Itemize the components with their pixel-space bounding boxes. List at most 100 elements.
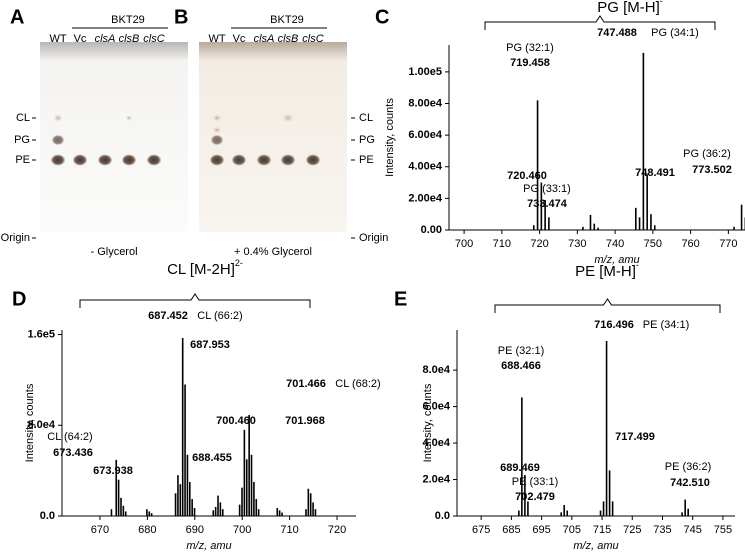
- tlc-spot: [283, 114, 293, 122]
- lipid-label: PG (32:1): [506, 42, 554, 54]
- tlc-plate: [199, 42, 347, 232]
- lipid-label: CL (68:2): [335, 378, 380, 390]
- lipid-label: PE (33:1): [512, 476, 558, 488]
- lane-label: clsB: [278, 33, 299, 45]
- lane-label: clsA: [95, 33, 116, 45]
- x-tick-label: 700: [455, 238, 473, 250]
- x-tick-label: 670: [91, 524, 109, 536]
- y-tick-label: 0.0: [435, 510, 450, 522]
- y-tick-label: 8.00e4: [408, 97, 443, 109]
- y-axis-label: Intensity, counts: [422, 383, 434, 462]
- peak-mz-label: 717.499: [615, 431, 655, 443]
- y-tick-label: 1.6e5: [27, 328, 55, 340]
- peak-mz-label: 748.491: [635, 167, 675, 179]
- x-axis-label: m/z, amu: [186, 540, 231, 552]
- x-axis-label: m/z, amu: [573, 540, 618, 552]
- tlc-spot: [213, 114, 221, 122]
- spectrum-title: CL [M-2H]2-: [167, 258, 243, 278]
- condition-label: + 0.4% Glycerol: [234, 246, 312, 258]
- panel-letter: C: [375, 6, 389, 28]
- x-tick-label: 760: [681, 238, 699, 250]
- y-tick-label: 8.0e4: [27, 419, 55, 431]
- x-tick-label: 680: [138, 524, 156, 536]
- ion-bracket: [494, 298, 721, 313]
- spot-label: PE: [15, 154, 30, 166]
- tlc-spot: [51, 154, 65, 166]
- tlc-plate: [40, 42, 188, 232]
- lipid-label: PG (36:2): [683, 148, 731, 160]
- x-tick-label: 735: [653, 524, 671, 536]
- lane-label: Vc: [74, 33, 87, 45]
- x-tick-label: 710: [280, 524, 298, 536]
- y-tick-label: 0.0: [40, 510, 55, 522]
- peak-mz-label: 701.466: [286, 378, 326, 390]
- tlc-spot: [211, 135, 223, 145]
- tlc-spot: [306, 154, 320, 166]
- lipid-label: PG (34:1): [651, 27, 699, 39]
- peak-mz-label: 716.496: [594, 319, 634, 331]
- y-tick-label: 1.00e5: [408, 66, 442, 78]
- x-tick-label: 705: [563, 524, 581, 536]
- x-tick-label: 730: [568, 238, 586, 250]
- spot-label: Origin: [1, 232, 30, 244]
- x-tick-label: 750: [644, 238, 662, 250]
- title-charge: -: [636, 260, 639, 270]
- y-axis-label: Intensity, counts: [24, 383, 36, 462]
- tlc-spot: [52, 135, 64, 145]
- peak-mz-label: 673.938: [93, 465, 133, 477]
- lipid-label: PE (36:2): [665, 461, 711, 473]
- strain-label: BKT29: [111, 14, 145, 26]
- peak-mz-label: 702.479: [515, 491, 555, 503]
- y-tick-label: 2.00e4: [408, 192, 443, 204]
- spot-label: PE: [359, 154, 374, 166]
- y-tick-label: 4.0e4: [422, 437, 450, 449]
- y-tick-label: 0.00: [421, 224, 442, 236]
- peak-mz-label: 747.488: [597, 27, 637, 39]
- peak-mz-label: 673.436: [53, 447, 93, 459]
- lane-label: clsA: [254, 33, 275, 45]
- lane-label: WT: [49, 33, 66, 45]
- x-tick-label: 720: [328, 524, 346, 536]
- x-tick-label: 770: [719, 238, 737, 250]
- spot-label: CL: [16, 112, 30, 124]
- spot-label: PG: [359, 134, 375, 146]
- y-tick-label: 6.00e4: [408, 129, 443, 141]
- x-tick-label: 740: [606, 238, 624, 250]
- tlc-spot: [122, 154, 136, 166]
- x-tick-label: 720: [530, 238, 548, 250]
- spectrum-title: PG [M-H]-: [597, 0, 663, 16]
- tlc-spot: [281, 154, 295, 166]
- y-tick-label: 4.00e4: [408, 161, 443, 173]
- lipid-label: PE (34:1): [643, 319, 689, 331]
- x-tick-label: 715: [593, 524, 611, 536]
- strain-label: BKT29: [270, 14, 304, 26]
- x-axis-label: m/z, amu: [594, 254, 639, 266]
- lane-label: clsB: [119, 33, 140, 45]
- x-tick-label: 745: [684, 524, 702, 536]
- x-tick-label: 725: [623, 524, 641, 536]
- tlc-spot: [54, 114, 62, 122]
- x-tick-label: 675: [472, 524, 490, 536]
- peak-mz-label: 688.466: [501, 360, 541, 372]
- lipid-label: PE (32:1): [498, 345, 544, 357]
- peak-mz-label: 733.474: [527, 198, 568, 210]
- lipid-label: CL (64:2): [47, 431, 92, 443]
- peak-mz-label: 689.469: [500, 462, 540, 474]
- panel-letter: E: [394, 288, 407, 310]
- ion-bracket: [484, 15, 716, 30]
- tlc-spot: [213, 127, 221, 133]
- spectrum-title: PE [M-H]-: [575, 260, 639, 280]
- condition-label: - Glycerol: [90, 246, 137, 258]
- spot-label: PG: [14, 134, 30, 146]
- tlc-spot: [98, 154, 112, 166]
- title-charge: 2-: [235, 258, 243, 268]
- peak-mz-label: 701.968: [285, 415, 325, 427]
- title-text: CL [M-2H]: [167, 261, 235, 278]
- title-text: PG [M-H]: [597, 0, 660, 16]
- peak-mz-label: 742.510: [670, 477, 710, 489]
- peak-mz-label: 687.953: [190, 339, 230, 351]
- tlc-spot: [257, 154, 271, 166]
- x-tick-label: 700: [233, 524, 251, 536]
- spot-label: CL: [359, 112, 373, 124]
